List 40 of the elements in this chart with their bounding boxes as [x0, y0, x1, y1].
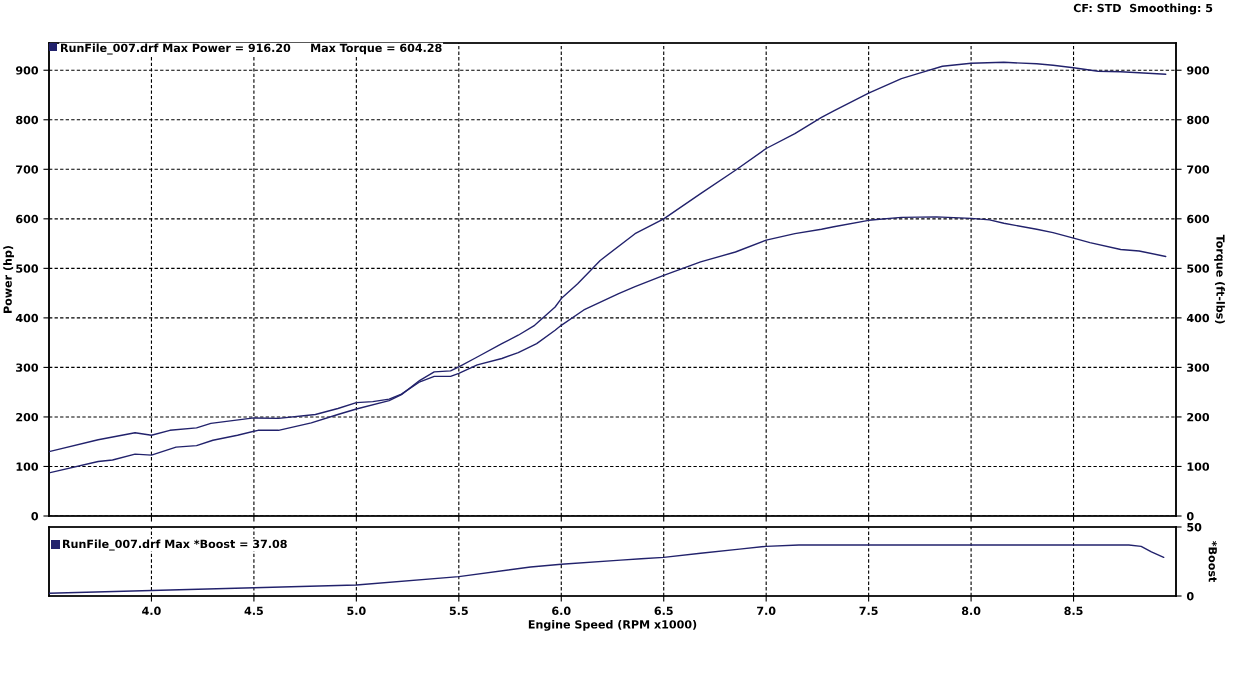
y2-axis-title: *Boost	[1208, 540, 1217, 582]
y2-tick-label: 900	[1186, 66, 1210, 75]
y2-tick-label: 50	[1187, 522, 1202, 532]
y2-tick-label: 0	[1186, 591, 1194, 601]
text: CF: STD Smoothing: 5	[1073, 3, 1213, 15]
y-tick-label: 200	[16, 412, 39, 422]
y-tick-label: 300	[16, 363, 39, 372]
x-tick-label: 4.0	[142, 606, 161, 616]
y-tick-label: 0	[31, 511, 39, 521]
y2-tick-label: 400	[1186, 313, 1210, 323]
y2-tick-label: 0	[1186, 511, 1194, 521]
y-tick-label: 500	[16, 264, 39, 273]
x-tick-label: 4.5	[244, 606, 263, 616]
y-tick-label: 400	[15, 313, 39, 323]
y2-tick-label: 100	[1187, 462, 1210, 471]
y2-tick-label: 700	[1187, 165, 1210, 174]
x-tick-label: 6.5	[654, 606, 673, 616]
y2-tick-label: 800	[1187, 115, 1210, 125]
x-tick-label: 6.0	[552, 606, 571, 616]
line-series	[49, 61, 1167, 474]
y2-axis-title: Torque (ft-lbs)	[1214, 234, 1225, 324]
y2-tick-label: 500	[1187, 264, 1210, 273]
y2-tick-label: 600	[1187, 214, 1210, 224]
x-tick-label: 8.5	[1064, 606, 1083, 616]
y2-tick-label: 300	[1187, 363, 1210, 372]
y-tick-label: 800	[16, 115, 39, 125]
x-tick-label: 7.0	[757, 606, 776, 616]
y-tick-label: 900	[15, 66, 39, 75]
y-tick-label: 600	[16, 214, 39, 224]
annotation: RunFile_007.drf Max *Boost = 37.08	[63, 539, 287, 551]
y2-tick-label: 200	[1187, 412, 1210, 422]
x-tick-label: 7.5	[859, 606, 878, 616]
x-tick-label: 8.0	[961, 606, 981, 616]
y-tick-label: 700	[16, 165, 39, 174]
x-tick-label: 5.5	[449, 606, 468, 616]
y-axis-title: Power (hp)	[3, 245, 14, 313]
y-tick-label: 100	[16, 462, 39, 471]
annotation: RunFile_007.drf Max Power = 916.20 Max Torque = 604.28	[61, 43, 442, 55]
x-tick-label: 5.0	[347, 606, 366, 616]
x-axis-title: Engine Speed (RPM x1000)	[528, 619, 697, 631]
